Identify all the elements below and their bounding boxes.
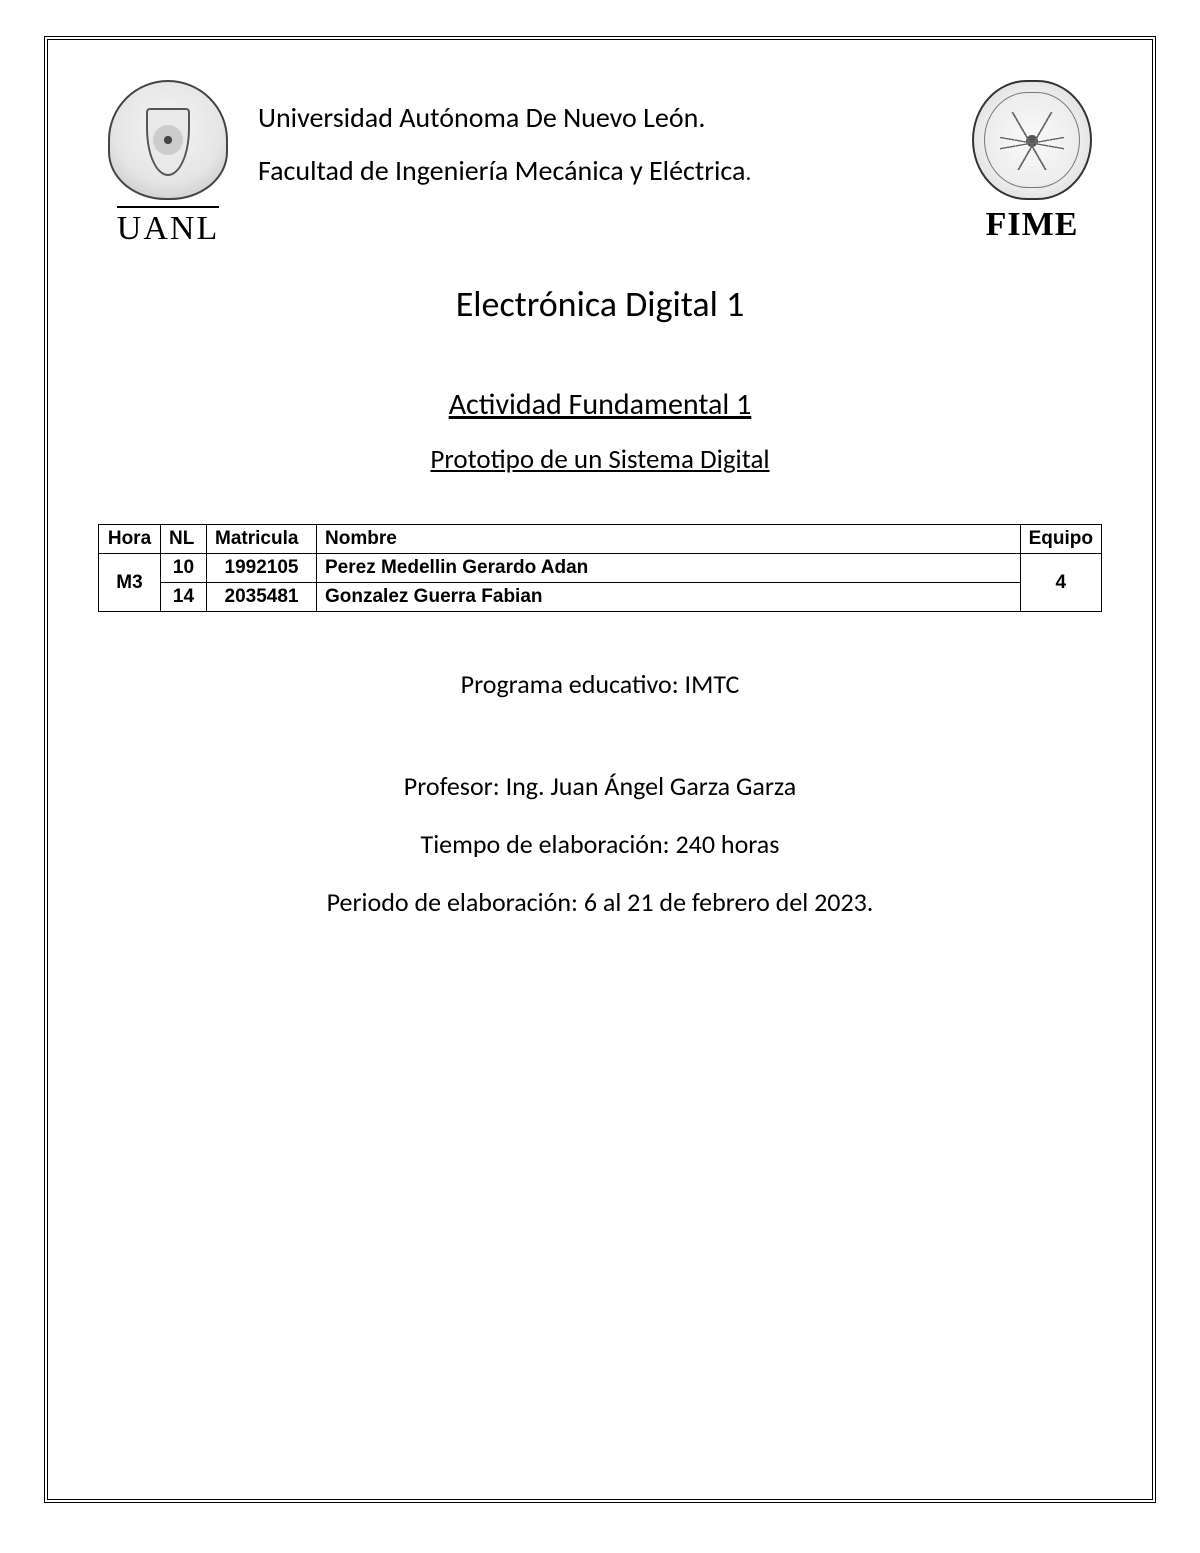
faculty-name: Facultad de Ingeniería Mecánica y Eléctr… — [258, 153, 942, 188]
course-title: Electrónica Digital 1 — [98, 282, 1102, 326]
student-table: Hora NL Matricula Nombre Equipo M3 10 19… — [98, 524, 1102, 612]
uanl-shield-icon — [108, 80, 228, 200]
faculty-name-text: Facultad de Ingeniería Mecánica y Eléctr… — [258, 153, 745, 188]
activity-title: Actividad Fundamental 1 — [98, 386, 1102, 423]
cell-nl: 10 — [161, 554, 207, 583]
table-header-row: Hora NL Matricula Nombre Equipo — [99, 525, 1102, 554]
header-row: UANL Universidad Autónoma De Nuevo León.… — [98, 80, 1102, 248]
uanl-logo-block: UANL — [98, 80, 238, 248]
cell-nombre: Gonzalez Guerra Fabian — [317, 583, 1021, 612]
cell-matricula: 1992105 — [207, 554, 317, 583]
uanl-logo-caption: UANL — [117, 206, 219, 248]
university-name: Universidad Autónoma De Nuevo León. — [258, 100, 942, 135]
info-lines: Programa educativo: IMTC Profesor: Ing. … — [98, 668, 1102, 918]
table-row: 14 2035481 Gonzalez Guerra Fabian — [99, 583, 1102, 612]
cell-matricula: 2035481 — [207, 583, 317, 612]
table-row: M3 10 1992105 Perez Medellin Gerardo Ada… — [99, 554, 1102, 583]
activity-subtitle: Prototipo de un Sistema Digital — [98, 443, 1102, 476]
faculty-period: . — [745, 159, 751, 187]
cell-hora: M3 — [99, 554, 161, 612]
period-line: Periodo de elaboración: 6 al 21 de febre… — [98, 886, 1102, 918]
program-line: Programa educativo: IMTC — [98, 668, 1102, 700]
th-nl: NL — [161, 525, 207, 554]
professor-line: Profesor: Ing. Juan Ángel Garza Garza — [98, 770, 1102, 802]
time-line: Tiempo de elaboración: 240 horas — [98, 828, 1102, 860]
header-titles: Universidad Autónoma De Nuevo León. Facu… — [258, 80, 942, 206]
cell-nombre: Perez Medellin Gerardo Adan — [317, 554, 1021, 583]
th-hora: Hora — [99, 525, 161, 554]
fime-logo-caption: FIME — [986, 206, 1079, 244]
th-nombre: Nombre — [317, 525, 1021, 554]
fime-logo-block: FIME — [962, 80, 1102, 244]
cell-nl: 14 — [161, 583, 207, 612]
cell-equipo: 4 — [1020, 554, 1101, 612]
page-frame: UANL Universidad Autónoma De Nuevo León.… — [44, 36, 1156, 1503]
th-equipo: Equipo — [1020, 525, 1101, 554]
th-matricula: Matricula — [207, 525, 317, 554]
fime-seal-icon — [972, 80, 1092, 200]
